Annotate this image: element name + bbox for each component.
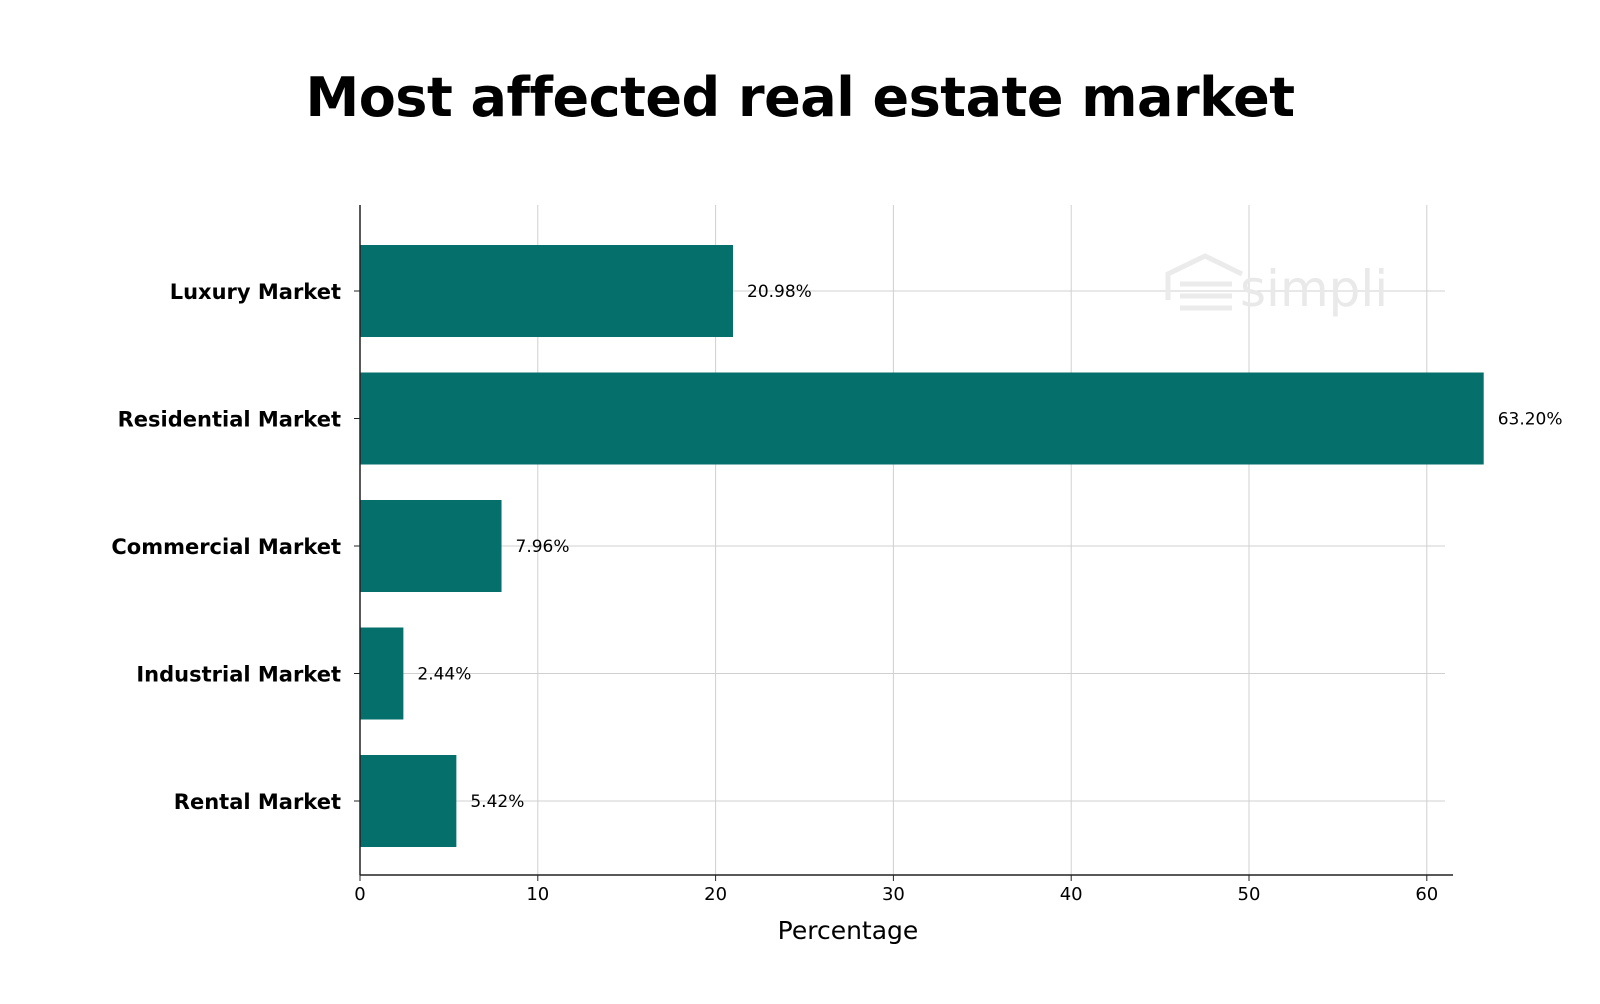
category-label: Residential Market [118,408,341,432]
watermark: simpli [1165,253,1388,318]
bar [360,755,457,847]
x-tick-label: 40 [1060,884,1083,905]
bars [360,245,1484,847]
x-tick-label: 50 [1238,884,1261,905]
x-tick-label: 0 [354,884,365,905]
x-tick-label: 60 [1415,884,1438,905]
bar [360,372,1484,465]
value-label: 7.96% [516,537,570,557]
house-logo-icon [1165,253,1244,311]
chart-title: Most affected real estate market [305,66,1295,129]
value-label: 63.20% [1498,410,1563,430]
labels: Luxury Market Residential Market Commercia… [111,280,1562,945]
axes [354,205,1453,881]
category-label: Commercial Market [111,535,341,559]
x-tick-label: 30 [882,884,905,905]
bar [360,627,404,720]
category-label: Rental Market [174,790,341,814]
value-label: 5.42% [470,792,524,812]
category-label: Industrial Market [136,663,341,687]
x-tick-label: 10 [526,884,549,905]
bar [360,500,502,592]
category-label: Luxury Market [170,280,341,304]
bar [360,245,734,337]
x-axis-title: Percentage [778,916,919,945]
watermark-text: simpli [1240,260,1388,318]
x-tick-label: 20 [704,884,727,905]
value-label: 20.98% [747,282,812,302]
value-label: 2.44% [417,665,471,685]
